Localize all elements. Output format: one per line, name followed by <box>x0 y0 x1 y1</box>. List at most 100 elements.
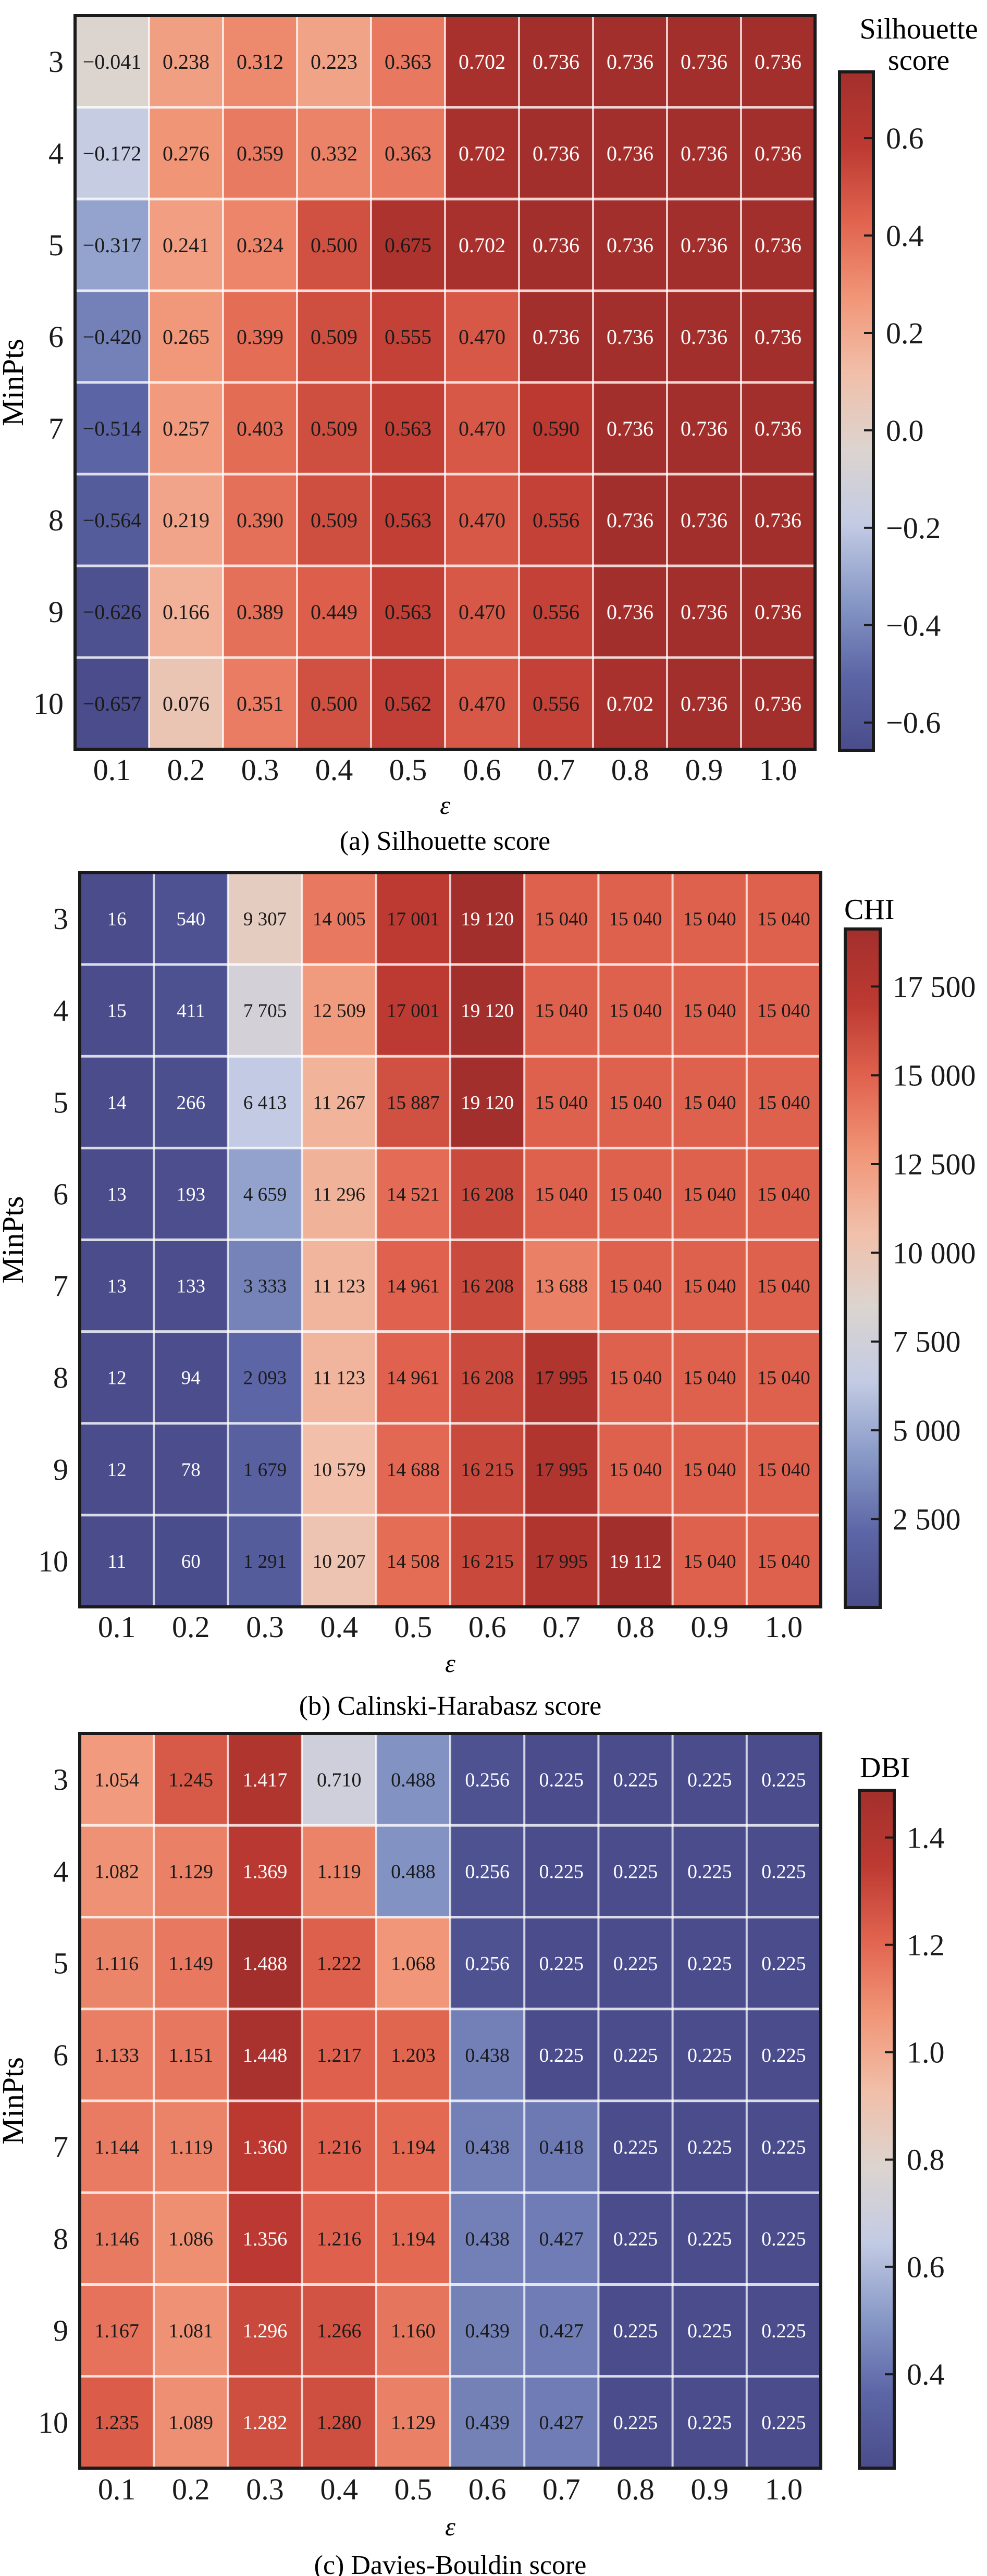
cell-value-label: 0.351 <box>237 692 283 715</box>
x-tick-label: 0.9 <box>685 753 723 787</box>
cell-value-label: 0.555 <box>385 325 431 349</box>
colorbar-tick-label: 0.4 <box>907 2358 945 2392</box>
cell-value-label: 11 123 <box>313 1368 365 1389</box>
heatmap-cell <box>302 2009 377 2101</box>
heatmap-cell <box>75 107 150 200</box>
heatmap-cell <box>598 2101 673 2193</box>
colorbar-tick-label: 7 500 <box>893 1325 961 1359</box>
heatmap-cell <box>593 474 668 566</box>
cell-value-label: −0.564 <box>83 509 142 532</box>
cell-value-label: 1 679 <box>243 1459 287 1481</box>
heatmap-cell <box>450 1515 525 1607</box>
heatmap-cell <box>450 1056 525 1148</box>
cell-value-label: 0.427 <box>539 2320 584 2342</box>
heatmap-cell <box>445 291 520 383</box>
cell-value-label: 0.225 <box>761 1861 806 1883</box>
heatmap-cell <box>80 1917 154 2010</box>
heatmap-cell <box>519 107 594 200</box>
y-tick-labels: 3 4 5 6 7 8 9 10 <box>38 902 68 1578</box>
y-tick-label: 4 <box>53 1854 68 1888</box>
cell-value-label: 15 040 <box>757 1459 810 1481</box>
heatmap-cell <box>524 1733 599 1826</box>
cell-value-label: 1.216 <box>317 2228 362 2250</box>
heatmap-cell <box>228 1733 303 1826</box>
cell-value-label: 15 040 <box>609 1184 662 1205</box>
cell-value-label: 1.360 <box>243 2136 288 2158</box>
heatmap-cell <box>450 873 525 965</box>
cell-value-label: 0.736 <box>681 417 727 440</box>
cell-value-label: 0.257 <box>163 417 209 440</box>
colorbar-label: CHI <box>844 894 894 926</box>
cell-value-label: 0.219 <box>163 509 209 532</box>
heatmap-cell <box>223 566 298 658</box>
heatmap-cell <box>746 1515 821 1607</box>
heatmap-cell <box>80 1331 154 1424</box>
cell-value-label: 0.225 <box>761 2320 806 2342</box>
cell-value-label: 1.266 <box>317 2320 362 2342</box>
heatmap-cell <box>154 2284 228 2377</box>
heatmap-cell <box>154 873 228 965</box>
cell-value-label: 15 040 <box>757 1184 810 1205</box>
cell-value-label: −0.514 <box>83 417 142 440</box>
heatmap-cell <box>371 566 446 658</box>
heatmap-cell <box>741 16 816 108</box>
heatmap-cell <box>593 107 668 200</box>
heatmap-cell <box>80 1240 154 1332</box>
cell-value-label: 1.369 <box>243 1861 288 1883</box>
heatmap-cell <box>450 1331 525 1424</box>
heatmap-cell <box>302 1148 377 1240</box>
cell-value-label: 78 <box>181 1459 201 1481</box>
cell-value-label: 1.133 <box>94 2045 139 2066</box>
heatmap-cell <box>302 1515 377 1607</box>
heatmap-cell <box>302 2284 377 2377</box>
cell-value-label: 19 112 <box>609 1551 661 1572</box>
x-tick-labels: 0.1 0.2 0.3 0.4 0.5 0.6 0.7 0.8 0.9 1.0 <box>98 2472 803 2506</box>
heatmap-cell <box>524 2009 599 2101</box>
cell-value-label: 0.225 <box>687 2412 732 2434</box>
x-tick-label: 0.3 <box>246 1610 284 1644</box>
heatmap-cell <box>524 2193 599 2285</box>
cell-value-label: 10 207 <box>313 1551 366 1572</box>
heatmap-cell <box>598 2009 673 2101</box>
heatmap-cell <box>672 2009 747 2101</box>
heatmap-cell <box>228 1423 303 1516</box>
heatmap-cell <box>154 2101 228 2193</box>
heatmap-cell <box>154 964 228 1057</box>
heatmap-cell <box>741 199 816 291</box>
heatmap-cell <box>80 2009 154 2101</box>
heatmap-cell <box>524 2376 599 2469</box>
heatmap-cell <box>524 1917 599 2010</box>
heatmap-cell <box>450 2009 525 2101</box>
heatmap-cell <box>80 1056 154 1148</box>
cell-value-label: 60 <box>181 1551 201 1572</box>
heatmap-cell <box>598 2284 673 2377</box>
cell-value-label: 1.068 <box>391 1953 436 1975</box>
colorbar-tick-label: 0.4 <box>886 219 924 253</box>
colorbar-tick-label: 17 500 <box>893 970 976 1004</box>
heatmap-cell <box>524 1825 599 1917</box>
cell-value-label: 17 001 <box>387 909 440 930</box>
heatmap-cell <box>80 1515 154 1607</box>
heatmap-cell <box>371 382 446 475</box>
cell-value-label: 0.225 <box>687 2228 732 2250</box>
heatmap-cell <box>80 1423 154 1516</box>
cell-value-label: −0.041 <box>83 50 142 73</box>
heatmap-cell <box>75 199 150 291</box>
heatmap-cell <box>519 382 594 475</box>
cell-value-label: 16 215 <box>461 1459 514 1481</box>
cell-value-label: 1.448 <box>243 2045 288 2066</box>
colorbar-tick-label: 15 000 <box>893 1059 976 1093</box>
cell-value-label: 15 040 <box>683 1551 736 1572</box>
heatmap-cell <box>75 566 150 658</box>
y-tick-label: 10 <box>38 1544 68 1578</box>
cell-value-label: 0.223 <box>311 50 357 73</box>
cell-value-label: 14 <box>107 1092 127 1113</box>
y-tick-label: 3 <box>53 902 68 936</box>
cell-value-label: 13 688 <box>535 1276 588 1297</box>
heatmap-cell <box>154 1148 228 1240</box>
heatmap-cell <box>746 1331 821 1424</box>
heatmap-cell <box>376 1515 451 1607</box>
colorbar-tick-label: −0.2 <box>886 511 941 545</box>
heatmap-cell <box>598 1917 673 2010</box>
